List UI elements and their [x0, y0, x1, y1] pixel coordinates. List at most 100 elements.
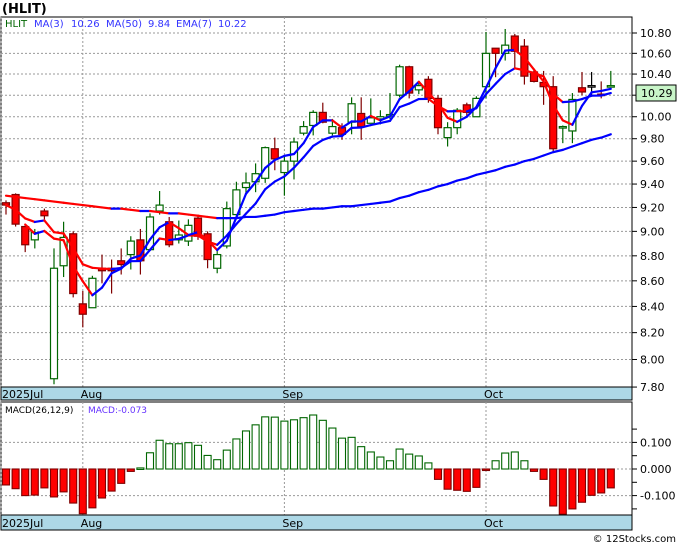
ma3-segment	[72, 265, 84, 283]
candle-body	[606, 85, 615, 88]
legend-ma50-value: 9.84	[148, 19, 170, 30]
ma3-segment	[504, 48, 516, 52]
candle	[405, 65, 414, 99]
ma50-segment	[600, 133, 612, 139]
macd-bar	[510, 451, 519, 470]
ma3-segment	[436, 102, 449, 119]
macd-bar	[481, 468, 491, 472]
candle-body	[309, 111, 318, 127]
macd-bar	[347, 436, 356, 470]
ema7-segment	[52, 231, 65, 235]
ma3-segment	[206, 239, 219, 252]
moving-average-lines	[4, 48, 612, 297]
macd-bar	[270, 416, 279, 470]
candle-body	[155, 204, 164, 212]
macd-bar	[568, 468, 577, 510]
candle-body	[328, 125, 337, 134]
candle-body	[126, 240, 135, 256]
macd-bar	[165, 443, 174, 470]
ma50-segment	[292, 208, 305, 213]
ma3-segment	[408, 80, 420, 93]
candle	[491, 47, 500, 78]
macd-bar	[577, 468, 587, 503]
legend: HLIT MA(3) 10.26 MA(50) 9.84 EMA(7) 10.2…	[5, 19, 247, 30]
ema7-segment	[600, 91, 612, 97]
macd-bar	[539, 468, 548, 480]
price-tick-label: 8.00	[640, 354, 665, 367]
macd-bar	[40, 468, 49, 489]
price-tick-label: 9.60	[640, 155, 665, 168]
ma50-segment	[465, 173, 478, 180]
ma50-segment	[33, 198, 46, 202]
ma50-segment	[360, 202, 372, 207]
price-tick-label: 8.60	[640, 275, 665, 288]
ma50-segment	[129, 208, 142, 213]
ma50-segment	[100, 206, 113, 210]
macd-bar	[443, 468, 452, 490]
ma50-segment	[532, 154, 545, 160]
candle-body	[40, 210, 49, 217]
ma50-segment	[542, 151, 555, 157]
ema7-segment	[331, 134, 344, 138]
ma50-segment	[523, 157, 536, 163]
macd-date-axis	[0, 514, 633, 531]
ma50-segment	[379, 200, 392, 204]
ma3-segment	[52, 237, 65, 242]
candle-body	[405, 66, 414, 94]
candle-body	[587, 85, 596, 88]
ma3-segment	[552, 104, 564, 122]
ema7-segment	[513, 67, 526, 72]
ma50-segment	[388, 196, 401, 203]
legend-ma3-label: MA(3)	[34, 19, 64, 30]
candle	[126, 236, 135, 270]
candle	[261, 146, 270, 183]
ma50-segment	[561, 145, 574, 151]
ma50-segment	[72, 202, 84, 207]
ema7-segment	[91, 266, 104, 270]
macd-bar	[462, 468, 471, 492]
ma3-segment	[264, 158, 276, 170]
ma3-segment	[388, 98, 401, 118]
macd-bar	[357, 446, 366, 470]
price-tick-label: 9.20	[640, 201, 665, 214]
ema7-segment	[523, 69, 536, 75]
ema7-segment	[340, 126, 353, 138]
ema7-segment	[177, 234, 190, 240]
macd-bar	[21, 468, 30, 497]
macd-bar	[117, 468, 126, 484]
ma3-segment	[561, 119, 574, 126]
date-label: Aug	[81, 388, 102, 401]
ma3-segment	[542, 80, 555, 107]
candle	[549, 76, 558, 151]
ema7-segment	[14, 208, 27, 220]
ma3-segment	[33, 229, 46, 235]
ma3-segment	[177, 227, 190, 237]
last-price-badge: 10.29	[635, 84, 677, 102]
ema7-segment	[494, 72, 507, 85]
ma3-segment	[292, 142, 305, 156]
price-axis: 10.80 10.60 10.40 10.00 9.80 9.60 9.40 9.20 9.00…	[632, 27, 672, 394]
ma50-segment	[14, 195, 27, 200]
ma3-segment	[158, 221, 171, 229]
ma50-segment	[91, 205, 104, 209]
ema7-segment	[244, 202, 257, 215]
ema7-segment	[168, 237, 180, 242]
candle-body	[347, 103, 356, 123]
ema7-segment	[321, 135, 334, 142]
macd-bar	[395, 448, 404, 470]
macd-bar	[280, 420, 289, 470]
ma3-segment	[120, 257, 132, 270]
price-tick-label: 9.00	[640, 225, 665, 238]
price-tick-label: 8.20	[640, 327, 665, 340]
macd-bar	[501, 452, 510, 470]
price-tick-label: 9.80	[640, 133, 665, 146]
candle	[78, 290, 87, 328]
macd-bar	[289, 419, 299, 470]
ma50-segment	[254, 214, 267, 219]
macd-bar	[385, 460, 395, 470]
ema7-segment	[552, 92, 564, 104]
macd-bar	[213, 459, 222, 470]
macd-bar	[136, 467, 145, 470]
ma3-segment	[43, 229, 56, 240]
ema7-segment	[312, 138, 324, 147]
